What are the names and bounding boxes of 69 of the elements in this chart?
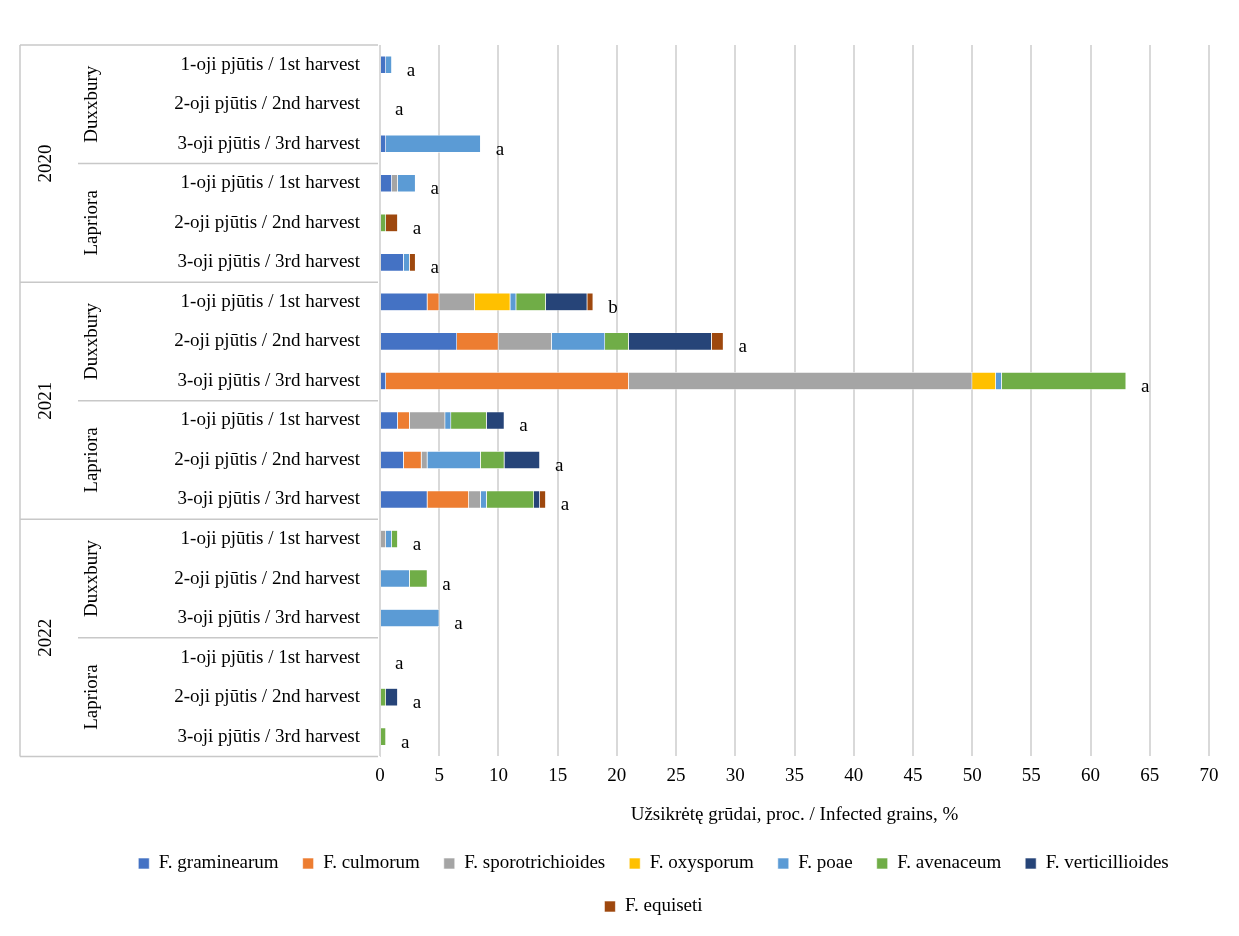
total-label: b [608, 295, 618, 317]
y-tick-label: 2-oji pjūtis / 2nd harvest [174, 92, 361, 114]
x-tick-label: 15 [548, 763, 568, 785]
total-label: a [430, 256, 440, 278]
total-label: a [395, 651, 404, 673]
legend-label: F. verticillioides [1045, 851, 1169, 873]
legend-label: F. sporotrichioides [464, 851, 606, 873]
text: Duxxbury [79, 539, 101, 618]
total-label: a [519, 414, 529, 436]
total-label: a [400, 730, 410, 752]
total-label: a [412, 691, 422, 713]
total-label: a [430, 177, 440, 199]
y-tick-label: 1-oji pjūtis / 1st harvest [180, 408, 361, 430]
x-tick-label: 60 [1081, 763, 1101, 785]
x-tick-label: 20 [607, 763, 627, 785]
x-tick-label: 55 [1021, 763, 1041, 785]
y-tick-label: 3-oji pjūtis / 3rd harvest [177, 724, 361, 746]
legend-label: F. poae [798, 851, 853, 873]
total-label: a [495, 137, 505, 159]
y-tick-label: 2-oji pjūtis / 2nd harvest [174, 566, 361, 588]
text: 2021 [33, 381, 55, 420]
total-label: a [442, 572, 452, 594]
text: Lapriora [79, 663, 101, 730]
y-tick-label: 3-oji pjūtis / 3rd harvest [177, 368, 361, 390]
text: Duxxbury [79, 302, 101, 380]
total-label: a [560, 493, 570, 515]
total-label: a [1141, 374, 1151, 396]
y-tick-label: 2-oji pjūtis / 2nd harvest [174, 329, 361, 351]
total-label: a [412, 216, 422, 238]
y-tick-label: 1-oji pjūtis / 1st harvest [180, 171, 361, 193]
text: 2020 [33, 144, 55, 183]
legend-label: F. culmorum [323, 851, 420, 873]
y-tick-label: 3-oji pjūtis / 3rd harvest [177, 487, 361, 509]
y-tick-label: 3-oji pjūtis / 3rd harvest [177, 606, 361, 628]
x-tick-label: 45 [903, 763, 923, 785]
text: Lapriora [79, 189, 101, 256]
y-tick-label: 1-oji pjūtis / 1st harvest [180, 527, 361, 549]
x-tick-label: 5 [434, 763, 444, 785]
x-tick-label: 65 [1140, 763, 1160, 785]
total-label: a [454, 612, 464, 634]
y-tick-label: 2-oji pjūtis / 2nd harvest [174, 685, 361, 707]
total-label: a [412, 533, 422, 555]
legend-label: F. avenaceum [897, 851, 1002, 873]
x-tick-label: 0 [375, 763, 385, 785]
text: 2022 [33, 618, 55, 657]
legend-label: F. equiseti [624, 894, 703, 916]
x-axis-title: Užsikrėtę grūdai, proc. / Infected grains, % [630, 802, 959, 824]
x-tick-label: 50 [962, 763, 982, 785]
y-tick-label: 3-oji pjūtis / 3rd harvest [177, 250, 361, 272]
y-tick-label: 1-oji pjūtis / 1st harvest [180, 52, 361, 74]
y-tick-label: 2-oji pjūtis / 2nd harvest [174, 210, 361, 232]
text: Duxxbury [79, 65, 101, 143]
legend-label: F. graminearum [158, 851, 279, 873]
y-tick-label: 1-oji pjūtis / 1st harvest [180, 645, 361, 667]
text: Lapriora [79, 426, 101, 493]
total-label: a [406, 58, 416, 80]
x-tick-label: 35 [785, 763, 804, 785]
x-tick-label: 10 [488, 763, 508, 785]
total-label: a [395, 98, 404, 120]
x-tick-label: 30 [725, 763, 745, 785]
y-tick-label: 2-oji pjūtis / 2nd harvest [174, 447, 361, 469]
x-tick-label: 40 [844, 763, 864, 785]
total-label: a [554, 453, 564, 475]
total-label: a [738, 335, 748, 357]
y-tick-label: 1-oji pjūtis / 1st harvest [180, 289, 361, 311]
y-tick-label: 3-oji pjūtis / 3rd harvest [177, 131, 361, 153]
x-tick-label: 25 [666, 763, 686, 785]
legend-label: F. oxysporum [649, 851, 755, 873]
x-tick-label: 70 [1199, 763, 1219, 785]
